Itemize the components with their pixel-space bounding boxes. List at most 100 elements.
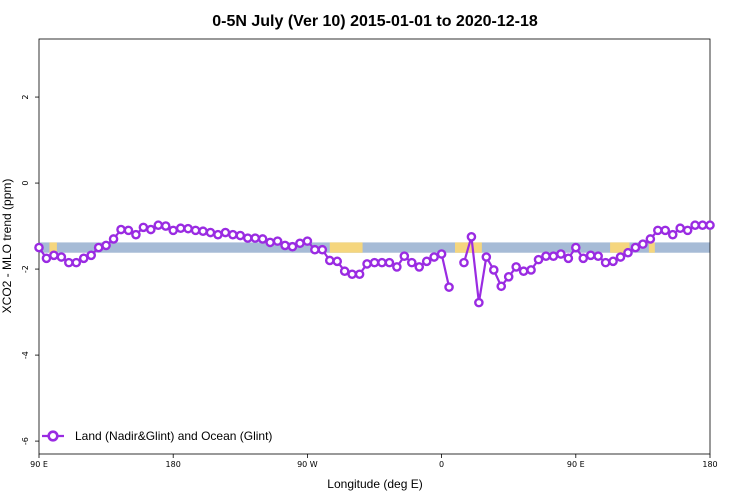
data-point (474, 297, 484, 308)
data-point (421, 256, 432, 267)
data-point (556, 249, 566, 259)
data-point (705, 220, 715, 231)
land-band-segment (648, 242, 655, 253)
data-point (488, 265, 499, 275)
data-point (228, 229, 238, 240)
series-group (34, 220, 715, 308)
data-point (101, 240, 111, 251)
y-tick-label: -6 (21, 437, 30, 445)
data-point (146, 224, 156, 235)
data-point (384, 257, 395, 268)
x-tick-label: 180 (166, 460, 181, 469)
y-axis: 2 0 -2 -4 -6 (21, 95, 39, 445)
x-tick-label: 90 E (567, 460, 585, 469)
data-point (123, 225, 134, 236)
data-point (615, 252, 626, 262)
x-tick-label: 90 W (297, 460, 318, 469)
data-point (235, 230, 246, 241)
data-point (287, 241, 298, 252)
land-band-segment (610, 242, 630, 253)
data-point (56, 252, 67, 262)
data-point (578, 253, 589, 264)
chart-title: 0-5N July (Ver 10) 2015-01-01 to 2020-12… (212, 13, 538, 30)
data-point (429, 252, 439, 262)
data-point (175, 223, 186, 234)
data-point (548, 251, 559, 261)
data-point (71, 257, 82, 268)
data-point (220, 227, 231, 238)
data-point (399, 251, 410, 261)
data-point (660, 225, 671, 236)
data-point (41, 253, 52, 264)
data-point (49, 250, 59, 261)
data-point (541, 251, 551, 261)
data-point (242, 233, 253, 243)
data-point (406, 257, 417, 268)
data-point (667, 229, 678, 240)
data-point (630, 242, 641, 253)
data-point (369, 257, 380, 268)
data-point (64, 257, 74, 268)
y-tick-label: 0 (21, 181, 30, 186)
y-tick-label: -4 (21, 351, 30, 359)
data-point (436, 249, 447, 259)
data-point (93, 242, 104, 253)
data-point (213, 229, 223, 240)
data-point (339, 266, 350, 277)
data-point (638, 239, 648, 249)
data-point (354, 269, 365, 280)
data-point (347, 269, 357, 280)
y-tick-label: -2 (21, 265, 30, 273)
data-point (190, 225, 201, 236)
data-point (250, 233, 261, 243)
data-point (138, 222, 149, 233)
data-point (682, 225, 693, 236)
data-point (198, 226, 208, 237)
legend: Land (Nadir&Glint) and Ocean (Glint) (42, 429, 272, 443)
data-point (265, 237, 275, 248)
y-axis-label: XCO2 - MLO trend (ppm) (0, 179, 14, 314)
x-tick-label: 180 (702, 460, 717, 469)
data-point (317, 244, 328, 255)
data-point (444, 282, 454, 292)
data-point (332, 256, 343, 267)
ocean-band (39, 242, 710, 253)
data-point (623, 247, 633, 258)
data-point (526, 265, 536, 275)
data-point (600, 257, 611, 268)
data-point (168, 225, 178, 236)
data-point (697, 220, 708, 231)
data-point (160, 221, 171, 231)
data-point (585, 250, 596, 261)
data-point (518, 266, 529, 277)
data-point (653, 225, 663, 236)
data-point (183, 223, 193, 234)
legend-marker-swatch (47, 430, 59, 442)
x-tick-label: 0 (439, 460, 444, 469)
data-point (392, 262, 402, 272)
data-point (414, 262, 425, 272)
surface-band (39, 242, 710, 253)
data-point (295, 238, 305, 249)
land-band-segment (329, 242, 363, 253)
data-point (310, 244, 320, 255)
data-point (302, 236, 313, 246)
data-point (645, 234, 656, 244)
data-point (324, 255, 335, 266)
x-tick-label: 90 E (30, 460, 48, 469)
data-point (377, 257, 387, 268)
data-point (466, 232, 477, 242)
data-point (257, 234, 268, 244)
x-axis-label: Longitude (deg E) (327, 477, 422, 491)
data-point (34, 242, 44, 253)
data-point (205, 227, 216, 238)
data-point (131, 229, 141, 240)
data-point (503, 272, 514, 282)
data-point (593, 251, 603, 261)
data-point (272, 236, 283, 246)
data-point (690, 220, 700, 231)
data-point (481, 252, 492, 262)
data-point (571, 242, 581, 253)
data-point (459, 257, 469, 268)
